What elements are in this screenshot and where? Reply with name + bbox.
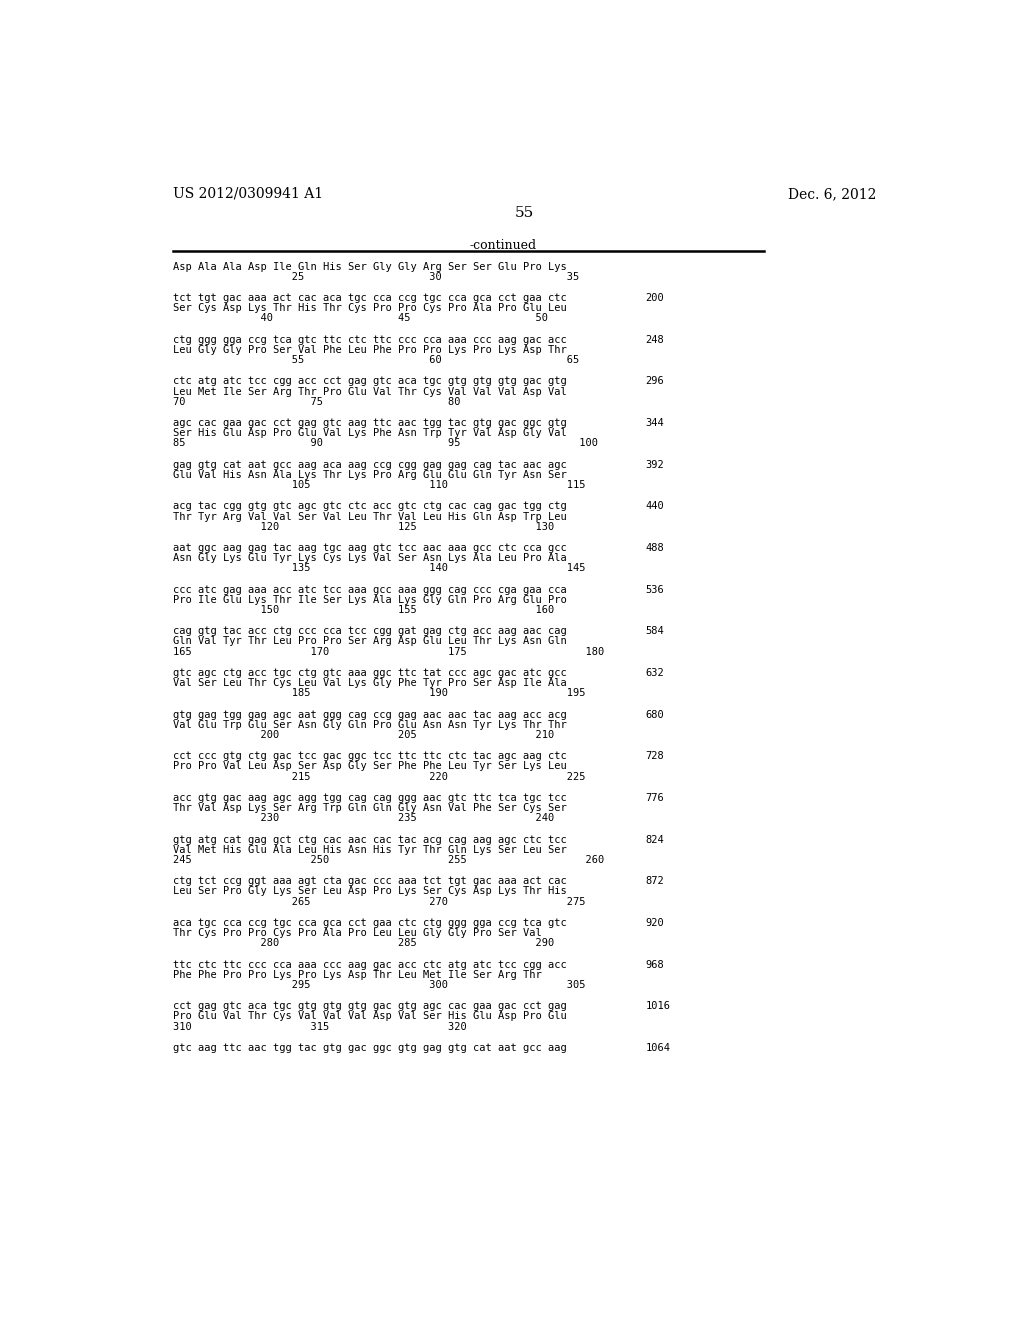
Text: ttc ctc ttc ccc cca aaa ccc aag gac acc ctc atg atc tcc cgg acc: ttc ctc ttc ccc cca aaa ccc aag gac acc … — [173, 960, 566, 970]
Text: 165                   170                   175                   180: 165 170 175 180 — [173, 647, 604, 656]
Text: 185                   190                   195: 185 190 195 — [173, 688, 586, 698]
Text: 536: 536 — [646, 585, 665, 595]
Text: Leu Gly Gly Pro Ser Val Phe Leu Phe Pro Pro Lys Pro Lys Asp Thr: Leu Gly Gly Pro Ser Val Phe Leu Phe Pro … — [173, 345, 566, 355]
Text: 85                    90                    95                   100: 85 90 95 100 — [173, 438, 598, 449]
Text: tct tgt gac aaa act cac aca tgc cca ccg tgc cca gca cct gaa ctc: tct tgt gac aaa act cac aca tgc cca ccg … — [173, 293, 566, 304]
Text: Glu Val His Asn Ala Lys Thr Lys Pro Arg Glu Glu Gln Tyr Asn Ser: Glu Val His Asn Ala Lys Thr Lys Pro Arg … — [173, 470, 566, 480]
Text: Leu Ser Pro Gly Lys Ser Leu Asp Pro Lys Ser Cys Asp Lys Thr His: Leu Ser Pro Gly Lys Ser Leu Asp Pro Lys … — [173, 887, 566, 896]
Text: 215                   220                   225: 215 220 225 — [173, 772, 586, 781]
Text: 632: 632 — [646, 668, 665, 678]
Text: ctg ggg gga ccg tca gtc ttc ctc ttc ccc cca aaa ccc aag gac acc: ctg ggg gga ccg tca gtc ttc ctc ttc ccc … — [173, 335, 566, 345]
Text: Asp Ala Ala Asp Ile Gln His Ser Gly Gly Arg Ser Ser Glu Pro Lys: Asp Ala Ala Asp Ile Gln His Ser Gly Gly … — [173, 261, 566, 272]
Text: 440: 440 — [646, 502, 665, 511]
Text: 296: 296 — [646, 376, 665, 387]
Text: gtg gag tgg gag agc aat ggg cag ccg gag aac aac tac aag acc acg: gtg gag tgg gag agc aat ggg cag ccg gag … — [173, 710, 566, 719]
Text: 70                    75                    80: 70 75 80 — [173, 397, 461, 407]
Text: Leu Met Ile Ser Arg Thr Pro Glu Val Thr Cys Val Val Val Asp Val: Leu Met Ile Ser Arg Thr Pro Glu Val Thr … — [173, 387, 566, 396]
Text: Thr Tyr Arg Val Val Ser Val Leu Thr Val Leu His Gln Asp Trp Leu: Thr Tyr Arg Val Val Ser Val Leu Thr Val … — [173, 512, 566, 521]
Text: 200                   205                   210: 200 205 210 — [173, 730, 554, 741]
Text: 25                    30                    35: 25 30 35 — [173, 272, 580, 281]
Text: 105                   110                   115: 105 110 115 — [173, 480, 586, 490]
Text: gtc aag ttc aac tgg tac gtg gac ggc gtg gag gtg cat aat gcc aag: gtc aag ttc aac tgg tac gtg gac ggc gtg … — [173, 1043, 566, 1053]
Text: Thr Val Asp Lys Ser Arg Trp Gln Gln Gly Asn Val Phe Ser Cys Ser: Thr Val Asp Lys Ser Arg Trp Gln Gln Gly … — [173, 803, 566, 813]
Text: 824: 824 — [646, 834, 665, 845]
Text: agc cac gaa gac cct gag gtc aag ttc aac tgg tac gtg gac ggc gtg: agc cac gaa gac cct gag gtc aag ttc aac … — [173, 418, 566, 428]
Text: cag gtg tac acc ctg ccc cca tcc cgg gat gag ctg acc aag aac cag: cag gtg tac acc ctg ccc cca tcc cgg gat … — [173, 626, 566, 636]
Text: Pro Glu Val Thr Cys Val Val Val Asp Val Ser His Glu Asp Pro Glu: Pro Glu Val Thr Cys Val Val Val Asp Val … — [173, 1011, 566, 1022]
Text: Val Ser Leu Thr Cys Leu Val Lys Gly Phe Tyr Pro Ser Asp Ile Ala: Val Ser Leu Thr Cys Leu Val Lys Gly Phe … — [173, 678, 566, 688]
Text: 248: 248 — [646, 335, 665, 345]
Text: gtc agc ctg acc tgc ctg gtc aaa ggc ttc tat ccc agc gac atc gcc: gtc agc ctg acc tgc ctg gtc aaa ggc ttc … — [173, 668, 566, 678]
Text: Pro Ile Glu Lys Thr Ile Ser Lys Ala Lys Gly Gln Pro Arg Glu Pro: Pro Ile Glu Lys Thr Ile Ser Lys Ala Lys … — [173, 595, 566, 605]
Text: -continued: -continued — [469, 239, 537, 252]
Text: aca tgc cca ccg tgc cca gca cct gaa ctc ctg ggg gga ccg tca gtc: aca tgc cca ccg tgc cca gca cct gaa ctc … — [173, 917, 566, 928]
Text: 120                   125                   130: 120 125 130 — [173, 521, 554, 532]
Text: 265                   270                   275: 265 270 275 — [173, 896, 586, 907]
Text: 1064: 1064 — [646, 1043, 671, 1053]
Text: 776: 776 — [646, 793, 665, 803]
Text: 310                   315                   320: 310 315 320 — [173, 1022, 467, 1031]
Text: 392: 392 — [646, 459, 665, 470]
Text: 55: 55 — [515, 206, 535, 220]
Text: Dec. 6, 2012: Dec. 6, 2012 — [788, 187, 877, 201]
Text: ccc atc gag aaa acc atc tcc aaa gcc aaa ggg cag ccc cga gaa cca: ccc atc gag aaa acc atc tcc aaa gcc aaa … — [173, 585, 566, 595]
Text: 920: 920 — [646, 917, 665, 928]
Text: Phe Phe Pro Pro Lys Pro Lys Asp Thr Leu Met Ile Ser Arg Thr: Phe Phe Pro Pro Lys Pro Lys Asp Thr Leu … — [173, 970, 542, 979]
Text: Val Glu Trp Glu Ser Asn Gly Gln Pro Glu Asn Asn Tyr Lys Thr Thr: Val Glu Trp Glu Ser Asn Gly Gln Pro Glu … — [173, 719, 566, 730]
Text: 200: 200 — [646, 293, 665, 304]
Text: gtg atg cat gag gct ctg cac aac cac tac acg cag aag agc ctc tcc: gtg atg cat gag gct ctg cac aac cac tac … — [173, 834, 566, 845]
Text: acg tac cgg gtg gtc agc gtc ctc acc gtc ctg cac cag gac tgg ctg: acg tac cgg gtg gtc agc gtc ctc acc gtc … — [173, 502, 566, 511]
Text: 344: 344 — [646, 418, 665, 428]
Text: 728: 728 — [646, 751, 665, 762]
Text: 245                   250                   255                   260: 245 250 255 260 — [173, 855, 604, 865]
Text: 135                   140                   145: 135 140 145 — [173, 564, 586, 573]
Text: cct gag gtc aca tgc gtg gtg gtg gac gtg agc cac gaa gac cct gag: cct gag gtc aca tgc gtg gtg gtg gac gtg … — [173, 1002, 566, 1011]
Text: Gln Val Tyr Thr Leu Pro Pro Ser Arg Asp Glu Leu Thr Lys Asn Gln: Gln Val Tyr Thr Leu Pro Pro Ser Arg Asp … — [173, 636, 566, 647]
Text: acc gtg gac aag agc agg tgg cag cag ggg aac gtc ttc tca tgc tcc: acc gtg gac aag agc agg tgg cag cag ggg … — [173, 793, 566, 803]
Text: Asn Gly Lys Glu Tyr Lys Cys Lys Val Ser Asn Lys Ala Leu Pro Ala: Asn Gly Lys Glu Tyr Lys Cys Lys Val Ser … — [173, 553, 566, 564]
Text: 55                    60                    65: 55 60 65 — [173, 355, 580, 366]
Text: 150                   155                   160: 150 155 160 — [173, 605, 554, 615]
Text: Ser Cys Asp Lys Thr His Thr Cys Pro Pro Cys Pro Ala Pro Glu Leu: Ser Cys Asp Lys Thr His Thr Cys Pro Pro … — [173, 304, 566, 313]
Text: Ser His Glu Asp Pro Glu Val Lys Phe Asn Trp Tyr Val Asp Gly Val: Ser His Glu Asp Pro Glu Val Lys Phe Asn … — [173, 428, 566, 438]
Text: US 2012/0309941 A1: US 2012/0309941 A1 — [173, 187, 324, 201]
Text: Thr Cys Pro Pro Cys Pro Ala Pro Leu Leu Gly Gly Pro Ser Val: Thr Cys Pro Pro Cys Pro Ala Pro Leu Leu … — [173, 928, 542, 939]
Text: 584: 584 — [646, 626, 665, 636]
Text: 968: 968 — [646, 960, 665, 970]
Text: gag gtg cat aat gcc aag aca aag ccg cgg gag gag cag tac aac agc: gag gtg cat aat gcc aag aca aag ccg cgg … — [173, 459, 566, 470]
Text: 488: 488 — [646, 543, 665, 553]
Text: 40                    45                    50: 40 45 50 — [173, 313, 548, 323]
Text: 230                   235                   240: 230 235 240 — [173, 813, 554, 824]
Text: 280                   285                   290: 280 285 290 — [173, 939, 554, 948]
Text: 295                   300                   305: 295 300 305 — [173, 979, 586, 990]
Text: Val Met His Glu Ala Leu His Asn His Tyr Thr Gln Lys Ser Leu Ser: Val Met His Glu Ala Leu His Asn His Tyr … — [173, 845, 566, 855]
Text: 872: 872 — [646, 876, 665, 886]
Text: 680: 680 — [646, 710, 665, 719]
Text: aat ggc aag gag tac aag tgc aag gtc tcc aac aaa gcc ctc cca gcc: aat ggc aag gag tac aag tgc aag gtc tcc … — [173, 543, 566, 553]
Text: Pro Pro Val Leu Asp Ser Asp Gly Ser Phe Phe Leu Tyr Ser Lys Leu: Pro Pro Val Leu Asp Ser Asp Gly Ser Phe … — [173, 762, 566, 771]
Text: ctc atg atc tcc cgg acc cct gag gtc aca tgc gtg gtg gtg gac gtg: ctc atg atc tcc cgg acc cct gag gtc aca … — [173, 376, 566, 387]
Text: 1016: 1016 — [646, 1002, 671, 1011]
Text: cct ccc gtg ctg gac tcc gac ggc tcc ttc ttc ctc tac agc aag ctc: cct ccc gtg ctg gac tcc gac ggc tcc ttc … — [173, 751, 566, 762]
Text: ctg tct ccg ggt aaa agt cta gac ccc aaa tct tgt gac aaa act cac: ctg tct ccg ggt aaa agt cta gac ccc aaa … — [173, 876, 566, 886]
